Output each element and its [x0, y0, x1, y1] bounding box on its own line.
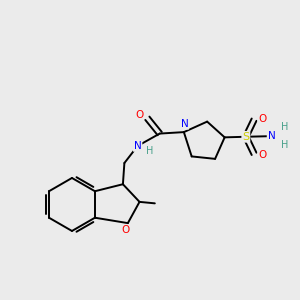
Text: N: N [268, 130, 275, 141]
Text: O: O [258, 113, 266, 124]
Text: O: O [258, 150, 266, 160]
Text: O: O [135, 110, 143, 120]
Text: N: N [181, 119, 188, 129]
Text: H: H [146, 146, 154, 156]
Text: H: H [281, 140, 288, 150]
Text: S: S [242, 132, 249, 142]
Text: N: N [134, 141, 142, 151]
Text: H: H [281, 122, 288, 132]
Text: O: O [122, 226, 130, 236]
